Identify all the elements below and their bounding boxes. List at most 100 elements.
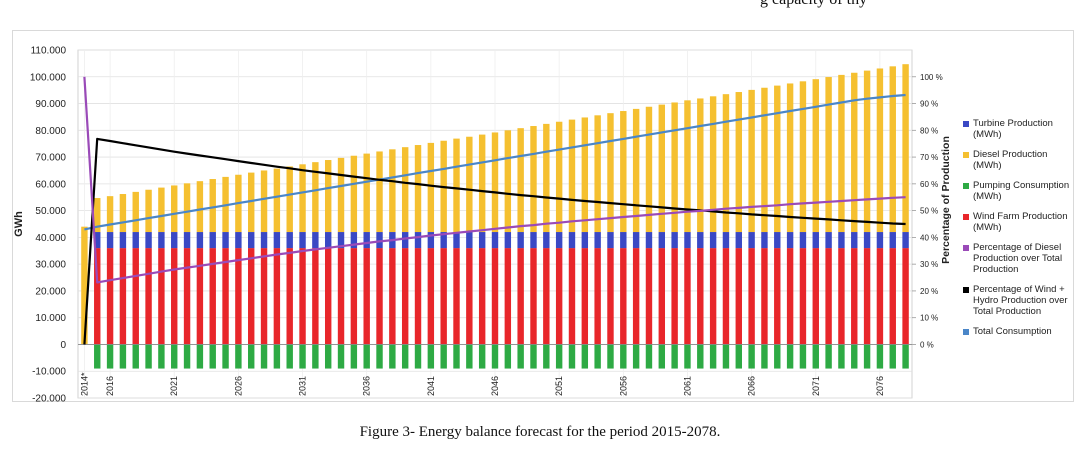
y-tick-label: 60.000 [35, 179, 66, 190]
bar-pumping [645, 344, 653, 369]
bar-diesel [376, 151, 383, 233]
bar-turbine [632, 232, 640, 249]
bar-wind [568, 248, 576, 345]
legend-label: Percentage of Diesel Production over Tot… [973, 242, 1063, 275]
x-tick-label: 2026 [233, 376, 243, 396]
bar-pumping [491, 344, 499, 369]
y2-tick-label: 60 % [920, 180, 938, 189]
bar-diesel [889, 66, 896, 233]
total-consumption-line [84, 93, 906, 231]
x-tick-label: 2036 [362, 376, 372, 396]
bar-pumping [312, 344, 319, 369]
bar-pumping [389, 344, 396, 369]
legend-item: Total Consumption [963, 326, 1073, 337]
diesel-percentage-line [83, 76, 906, 284]
bar-pumping [863, 344, 871, 369]
bar-wind [363, 248, 370, 345]
bar-turbine [594, 232, 601, 249]
bar-wind [517, 248, 524, 345]
bar-wind [235, 248, 242, 345]
bar-diesel [697, 98, 704, 233]
bar-diesel [748, 89, 755, 233]
bar-diesel [825, 77, 832, 233]
legend-swatch [963, 183, 969, 189]
bar-pumping [106, 344, 114, 369]
bar-wind [171, 248, 178, 345]
bar-turbine [697, 232, 704, 249]
bar-wind [427, 248, 435, 345]
bar-turbine [363, 232, 370, 249]
legend-item: Percentage of Diesel Production over Tot… [963, 242, 1073, 275]
bar-wind [273, 248, 281, 345]
bar-pumping [543, 344, 550, 369]
bar-wind [697, 248, 704, 345]
legend-swatch [963, 245, 969, 251]
bar-pumping [594, 344, 601, 369]
y-tick-label: 100.000 [30, 72, 67, 83]
y2-tick-label: 20 % [920, 287, 938, 296]
bar-diesel [350, 155, 358, 233]
bar-diesel [722, 94, 730, 233]
bar-diesel [568, 119, 576, 233]
bar-wind [299, 248, 306, 345]
bar-pumping [158, 344, 165, 369]
bar-diesel [299, 164, 306, 233]
bar-wind [799, 248, 807, 345]
y2-tick-label: 50 % [920, 207, 938, 216]
bar-wind [119, 248, 127, 345]
bar-turbine [286, 232, 293, 249]
bar-turbine [235, 232, 242, 249]
bar-diesel [94, 198, 101, 233]
bar-diesel [401, 147, 409, 233]
bar-wind [106, 248, 114, 345]
x-tick-label: 2056 [618, 376, 628, 396]
bar-wind [902, 248, 909, 345]
bar-pumping [658, 344, 666, 369]
bar-diesel [466, 136, 473, 233]
y2-axis-title: Percentage of Production [940, 136, 952, 264]
bar-wind [453, 248, 460, 345]
bar-wind [158, 248, 165, 345]
bar-wind [337, 248, 345, 345]
bar-turbine [453, 232, 460, 249]
bar-pumping [786, 344, 794, 369]
bar-turbine [337, 232, 345, 249]
y2-tick-label: 30 % [920, 260, 938, 269]
bar-pumping [248, 344, 255, 369]
bar-pumping [466, 344, 473, 369]
y-tick-label: 20.000 [35, 286, 66, 297]
bar-diesel [786, 83, 794, 233]
bar-diesel [145, 189, 152, 233]
x-tick-label: 2076 [875, 376, 885, 396]
bar-wind [504, 248, 512, 345]
bar-turbine [414, 232, 422, 249]
bar-diesel [209, 179, 216, 233]
bar-pumping [171, 344, 178, 369]
bar-wind [838, 248, 845, 345]
bar-diesel [620, 111, 627, 233]
bar-pumping [812, 344, 819, 369]
bar-turbine [171, 232, 178, 249]
x-tick-label: 2014* [79, 372, 89, 396]
bar-wind [401, 248, 409, 345]
bar-turbine [838, 232, 845, 249]
bar-turbine [504, 232, 512, 249]
legend-label: Turbine Production (MWh) [973, 118, 1053, 140]
bar-turbine [222, 232, 229, 249]
bar-wind [286, 248, 293, 345]
bar-diesel [453, 138, 460, 233]
y-tick-label: -10.000 [32, 367, 66, 378]
bar-pumping [671, 344, 678, 369]
bar-diesel [389, 149, 396, 233]
bar-wind [350, 248, 358, 345]
bar-diesel [504, 130, 512, 233]
bar-diesel [543, 123, 550, 233]
legend-label: Percentage of Wind + Hydro Production ov… [973, 284, 1068, 317]
bar-wind [812, 248, 819, 345]
bar-turbine [324, 232, 332, 249]
bar-pumping [902, 344, 909, 369]
bar-wind [761, 248, 768, 345]
bar-pumping [260, 344, 268, 369]
bar-wind [312, 248, 319, 345]
